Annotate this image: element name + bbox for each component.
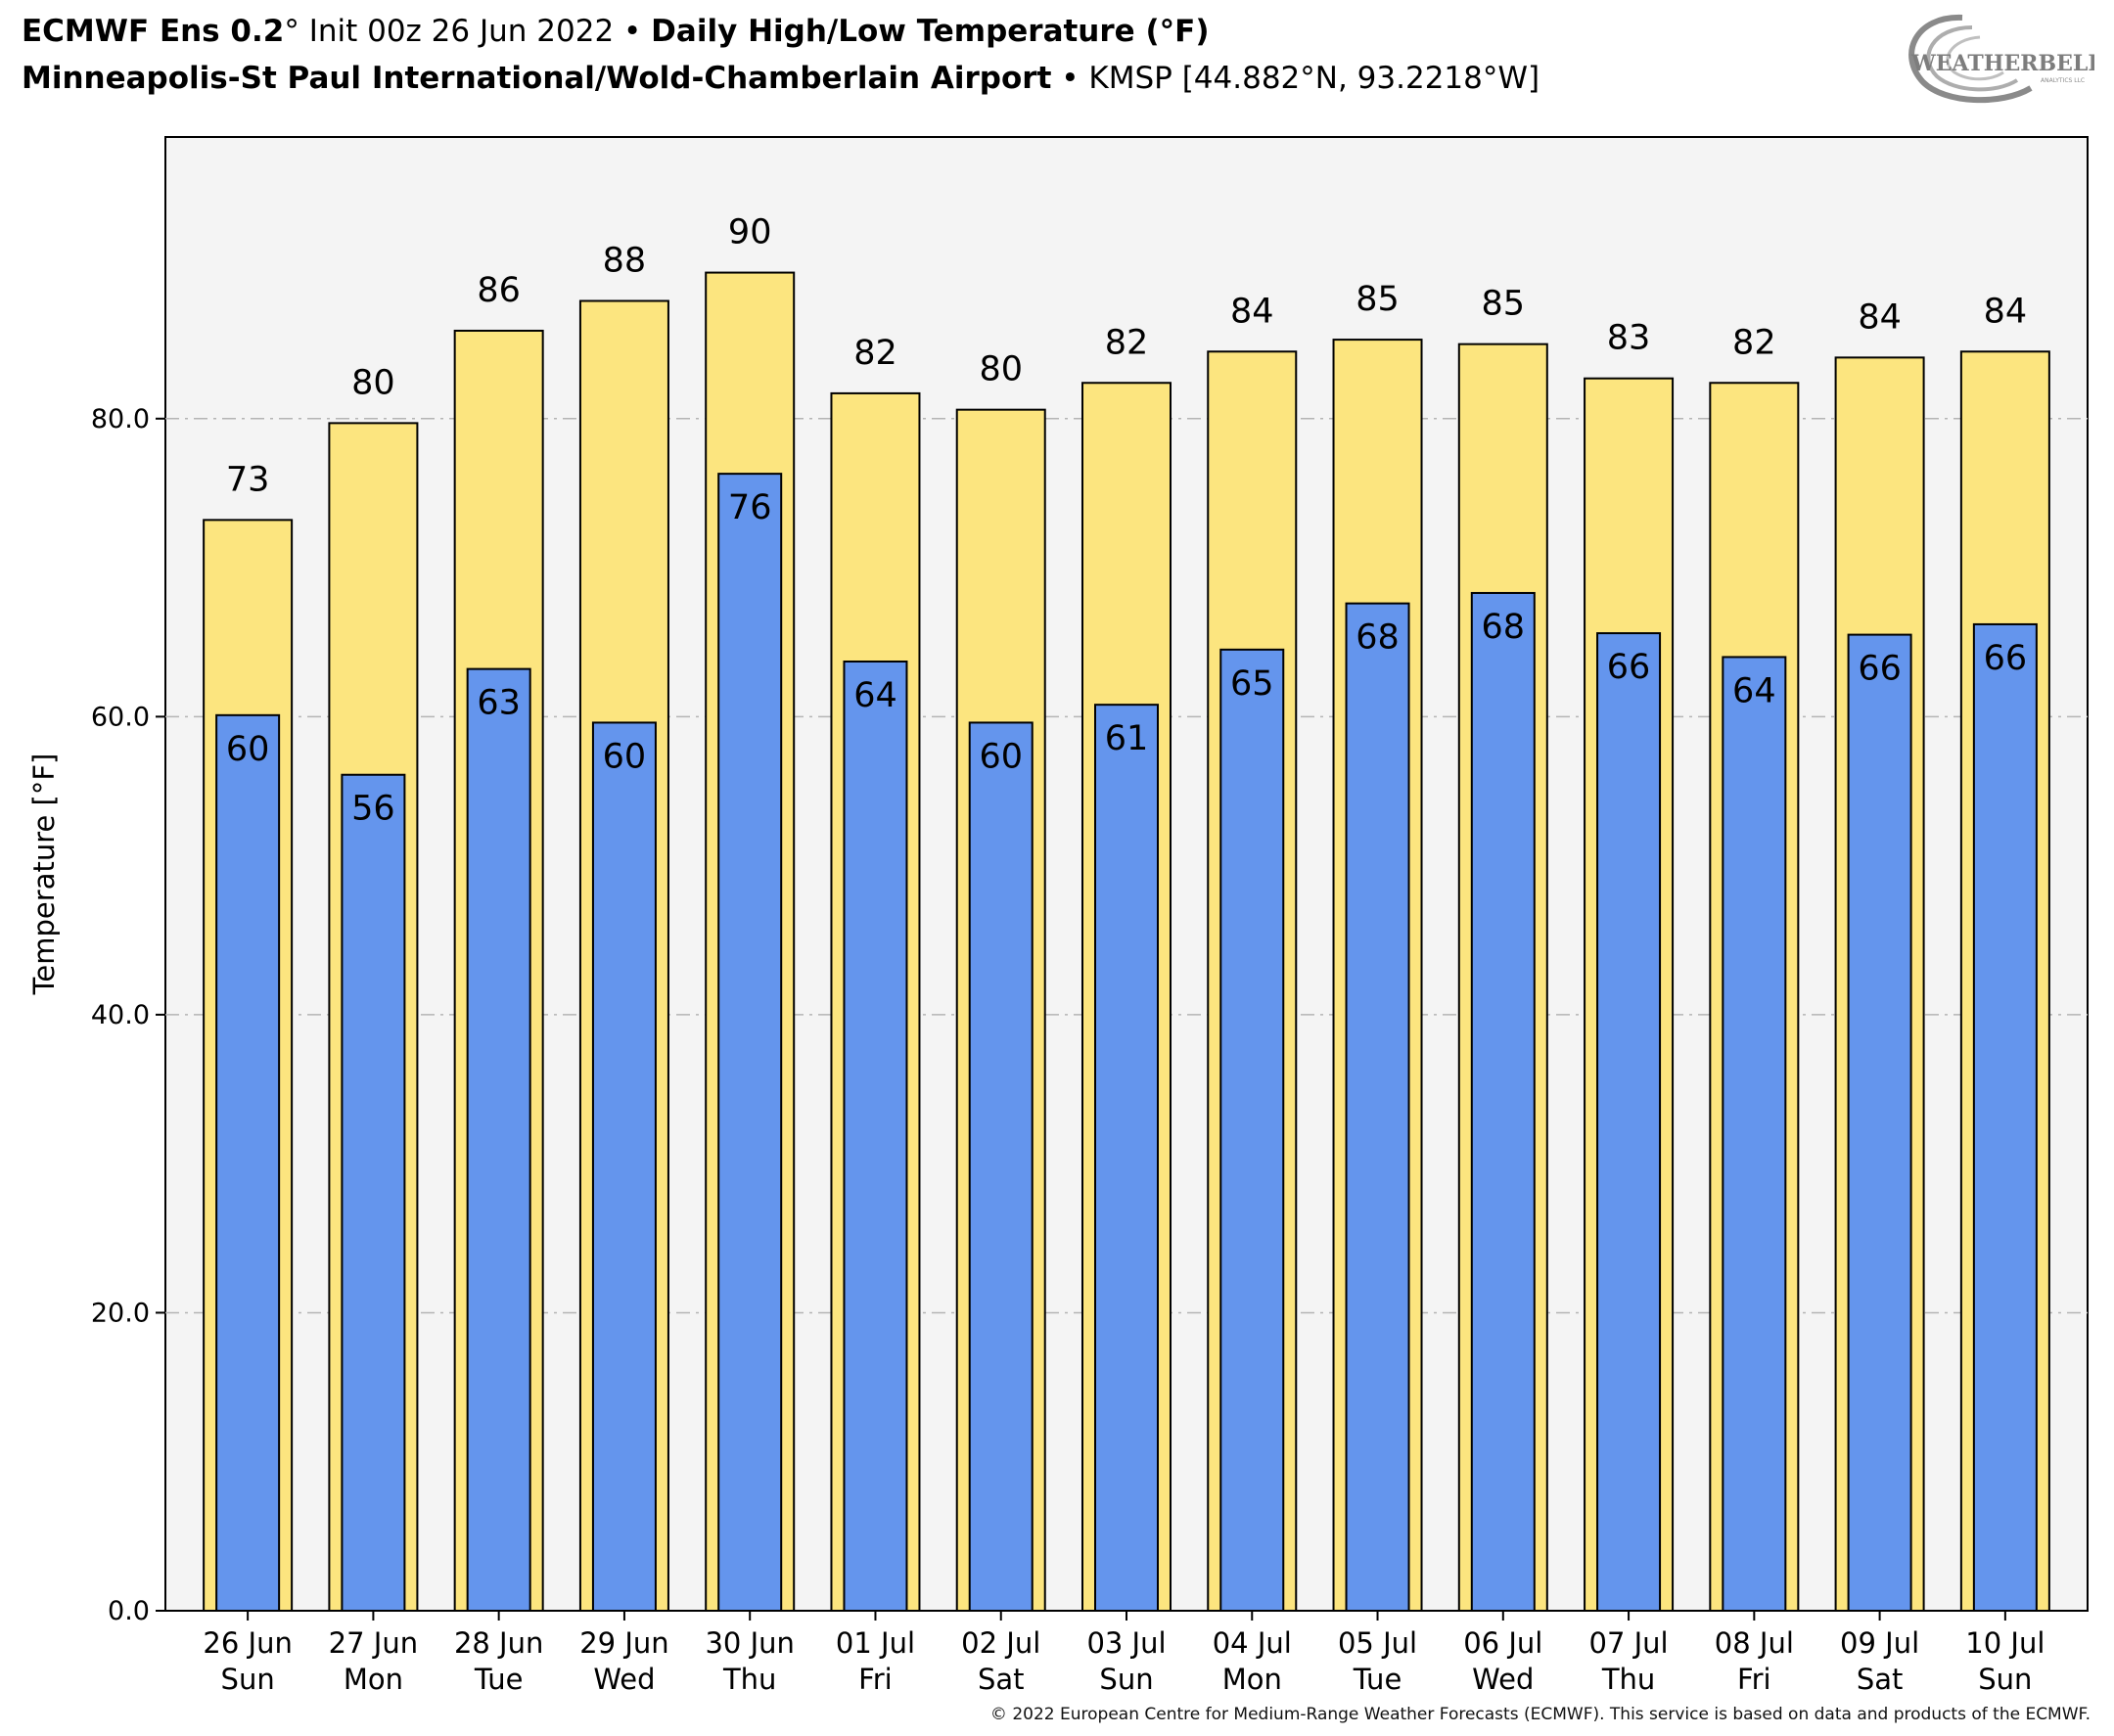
x-tick-label-date: 28 Jun [454, 1626, 543, 1660]
high-value-label: 82 [853, 334, 897, 373]
x-tick-label-day: Wed [593, 1663, 655, 1696]
low-value-label: 60 [226, 730, 270, 769]
low-value-label: 63 [477, 684, 521, 723]
copyright-notice: © 2022 European Centre for Medium-Range … [989, 1705, 2091, 1724]
x-tick-label-day: Fri [858, 1663, 893, 1696]
y-tick-label: 0.0 [108, 1596, 150, 1626]
x-tick-label-day: Wed [1472, 1663, 1534, 1696]
bars [203, 271, 2050, 1613]
x-tick-label-date: 01 Jul [836, 1626, 915, 1660]
low-bar [1094, 704, 1159, 1612]
x-tick-label-day: Mon [344, 1663, 403, 1696]
low-bar [466, 667, 531, 1612]
x-tick-label-date: 05 Jul [1338, 1626, 1417, 1660]
x-tick-label-day: Thu [722, 1663, 776, 1696]
high-value-label: 90 [728, 213, 772, 252]
low-bar [1470, 591, 1536, 1612]
x-tick-label-day: Tue [1353, 1663, 1402, 1696]
x-tick-label-day: Thu [1601, 1663, 1655, 1696]
x-tick-label-date: 29 Jun [579, 1626, 668, 1660]
station-name: Minneapolis-St Paul International/Wold-C… [22, 61, 1052, 96]
low-bar [215, 713, 281, 1612]
low-value-label: 60 [979, 737, 1023, 776]
low-bar [591, 721, 657, 1612]
high-value-label: 85 [1482, 285, 1526, 324]
chart-header-line1: ECMWF Ens 0.2° Init 00z 26 Jun 2022 • Da… [22, 12, 1210, 51]
low-bar [968, 721, 1034, 1612]
high-value-label: 85 [1356, 280, 1400, 319]
low-bar [1847, 633, 1912, 1612]
x-tick-label-day: Sat [978, 1663, 1025, 1696]
logo-subtitle: ANALYTICS LLC [2041, 77, 2085, 84]
low-value-label: 68 [1356, 618, 1400, 658]
low-value-label: 66 [1858, 650, 1902, 689]
x-tick-label-day: Sun [221, 1663, 275, 1696]
x-tick-label-date: 10 Jul [1965, 1626, 2045, 1660]
high-value-label: 73 [226, 460, 270, 499]
high-value-label: 80 [351, 363, 395, 402]
x-tick-label-date: 27 Jun [329, 1626, 418, 1660]
y-tick-label: 20.0 [91, 1298, 150, 1328]
low-bar [1972, 622, 2038, 1612]
x-tick-label-date: 30 Jun [705, 1626, 794, 1660]
high-value-label: 80 [979, 350, 1023, 389]
high-value-label: 86 [477, 271, 521, 310]
high-value-label: 84 [1230, 292, 1274, 331]
low-value-label: 56 [351, 790, 395, 829]
init-time: Init 00z 26 Jun 2022 [299, 14, 615, 49]
low-bar [341, 773, 406, 1612]
high-value-label: 88 [603, 242, 647, 281]
low-bar [1722, 656, 1787, 1612]
low-value-label: 66 [1984, 639, 2028, 678]
low-bar [1345, 602, 1410, 1612]
logo-wordmark: WEATHERBELL [1910, 51, 2094, 76]
product-title: Daily High/Low Temperature (°F) [651, 14, 1210, 49]
low-value-label: 66 [1607, 648, 1651, 687]
x-tick-label-date: 08 Jul [1715, 1626, 1794, 1660]
low-value-label: 76 [728, 488, 772, 527]
high-value-label: 82 [1732, 323, 1776, 362]
station-coordinates: KMSP [44.882°N, 93.2218°W] [1088, 61, 1540, 96]
x-tick-label-date: 06 Jul [1463, 1626, 1542, 1660]
x-tick-label-day: Mon [1222, 1663, 1282, 1696]
low-bar [717, 473, 783, 1612]
x-tick-label-date: 04 Jul [1213, 1626, 1292, 1660]
high-value-label: 82 [1105, 323, 1149, 362]
x-tick-label-date: 03 Jul [1086, 1626, 1166, 1660]
x-tick-label-date: 07 Jul [1589, 1626, 1669, 1660]
x-tick-label-date: 02 Jul [961, 1626, 1040, 1660]
x-tick-label-day: Tue [474, 1663, 524, 1696]
y-tick-label: 80.0 [91, 404, 150, 434]
y-axis-label: Temperature [°F] [27, 754, 61, 996]
header-separator: • [1051, 61, 1089, 96]
low-value-label: 64 [1732, 671, 1776, 710]
y-tick-label: 60.0 [91, 702, 150, 732]
header-separator: • [614, 14, 652, 49]
low-bar [1596, 632, 1662, 1612]
weatherbell-logo: WEATHERBELL ANALYTICS LLC [1908, 14, 2094, 104]
low-value-label: 61 [1105, 719, 1149, 758]
high-value-label: 83 [1607, 319, 1651, 358]
x-tick-label-day: Sat [1857, 1663, 1904, 1696]
y-tick-label: 40.0 [91, 1000, 150, 1030]
high-value-label: 84 [1984, 292, 2028, 331]
x-tick-label-day: Fri [1737, 1663, 1771, 1696]
data-labels: 73 60 80 56 86 63 88 60 90 76 82 64 80 60 82 61 84 65 85 68… [226, 213, 2027, 829]
model-degree-mark: ° [284, 14, 299, 49]
high-value-label: 84 [1858, 297, 1902, 337]
low-bar [843, 661, 908, 1612]
low-value-label: 60 [603, 737, 647, 776]
chart-header-line2: Minneapolis-St Paul International/Wold-C… [22, 59, 1540, 98]
x-tick-label-day: Sun [1099, 1663, 1153, 1696]
low-bar [1219, 648, 1285, 1612]
low-value-label: 65 [1230, 664, 1274, 704]
x-tick-label-date: 26 Jun [203, 1626, 292, 1660]
x-tick-label-day: Sun [1978, 1663, 2032, 1696]
low-value-label: 64 [853, 676, 897, 715]
x-tick-label-date: 09 Jul [1840, 1626, 1919, 1660]
low-value-label: 68 [1482, 608, 1526, 647]
model-name: ECMWF Ens 0.2 [22, 14, 285, 49]
